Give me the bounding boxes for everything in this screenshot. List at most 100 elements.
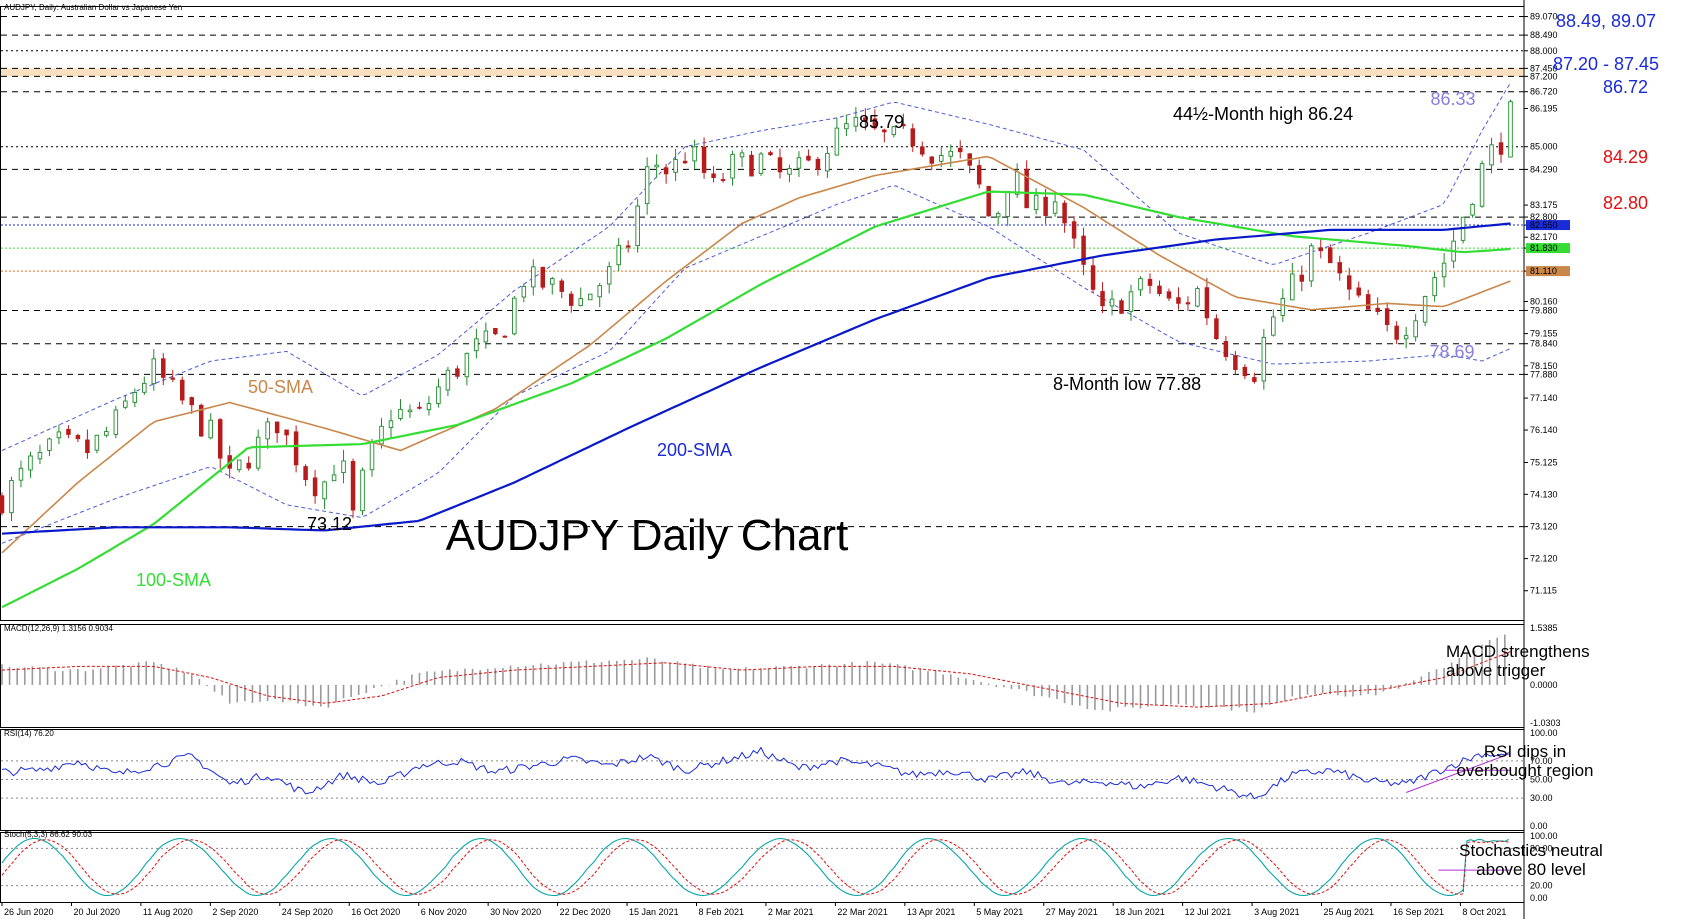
candle-body	[521, 285, 527, 298]
candle	[426, 396, 432, 416]
candle	[274, 421, 280, 443]
candle-body	[569, 293, 574, 306]
candle-body	[749, 154, 754, 177]
candle-body	[1100, 291, 1105, 307]
candle-body	[198, 404, 204, 437]
candle	[1318, 238, 1324, 259]
candle-body	[464, 352, 470, 378]
price-tick-label: 75.125	[1530, 458, 1558, 468]
candle-body	[1043, 196, 1048, 216]
candle	[104, 426, 109, 438]
candle-body	[151, 358, 157, 385]
candle-body	[635, 205, 640, 247]
candle-body	[834, 127, 840, 156]
candle-body	[246, 462, 251, 469]
price-tick-label: 78.150	[1530, 361, 1558, 371]
candle	[796, 151, 802, 177]
candle-body	[806, 155, 811, 161]
candle-body	[863, 117, 868, 122]
candle-body	[1195, 288, 1200, 307]
candle-body	[407, 409, 413, 413]
candle	[1062, 200, 1067, 233]
candle-body	[1062, 202, 1067, 224]
candle	[85, 429, 90, 459]
candle-body	[1214, 318, 1219, 340]
candle-body	[47, 438, 52, 451]
date-tick-label: 30 Nov 2020	[490, 907, 541, 917]
candle	[806, 149, 811, 162]
candle-body	[28, 455, 33, 471]
price-tick-label: 80.160	[1530, 296, 1558, 306]
note-line: MACD strengthens	[1446, 642, 1590, 661]
candle-body	[1261, 337, 1267, 382]
candle-body	[94, 434, 100, 451]
macd-axis-label: -1.0303	[1530, 718, 1561, 728]
candle-body	[1024, 168, 1029, 209]
candle	[1337, 255, 1342, 281]
candle-body	[1346, 275, 1352, 290]
candle-body	[1176, 297, 1181, 304]
candle	[758, 152, 764, 176]
candle	[597, 283, 602, 308]
candle-body	[606, 266, 612, 285]
candle	[1166, 288, 1172, 301]
candle-body	[758, 153, 764, 174]
candle-body	[1204, 287, 1210, 319]
candle	[56, 424, 62, 445]
candle-body	[531, 266, 536, 288]
macd-axis-label: 0.0000	[1530, 680, 1558, 690]
candle	[1043, 188, 1048, 224]
candle	[635, 198, 640, 253]
candle	[1356, 281, 1361, 298]
candle-body	[872, 118, 878, 129]
candle	[142, 376, 147, 395]
price-tick-label: 84.290	[1530, 164, 1558, 174]
candle	[1081, 227, 1086, 276]
candle-body	[293, 431, 299, 466]
date-tick-label: 16 Oct 2020	[351, 907, 400, 917]
note-line: RSI dips in	[1484, 742, 1566, 761]
candle	[663, 163, 669, 184]
date-tick-label: 25 Aug 2021	[1324, 907, 1375, 917]
macd-axis-label: 1.5385	[1530, 623, 1558, 633]
candle	[464, 352, 470, 386]
candle-body	[976, 165, 982, 185]
candlestick-series	[0, 99, 1513, 522]
candle-body	[948, 150, 954, 157]
candle	[445, 366, 451, 397]
candle-body	[113, 409, 119, 435]
candle	[1327, 244, 1333, 264]
candle	[1498, 132, 1504, 163]
candle-body	[502, 335, 508, 338]
candle	[474, 328, 479, 359]
candle-body	[853, 116, 859, 127]
candle-body	[1413, 320, 1418, 338]
candle	[1508, 99, 1513, 158]
peak-annotation: 85.79	[859, 112, 904, 132]
stoch-axis-label: 80.00	[1530, 843, 1553, 853]
note-line: overbought region	[1456, 761, 1593, 780]
candle-body	[445, 369, 451, 391]
candle-body	[18, 467, 24, 481]
sma100-line	[1, 190, 1511, 609]
candle-body	[331, 474, 337, 482]
candle	[512, 296, 517, 336]
candle-body	[1337, 262, 1342, 274]
candle-body	[597, 285, 602, 298]
candle-body	[1280, 298, 1286, 316]
price-tick-label: 87.200	[1530, 71, 1558, 81]
candle	[825, 146, 830, 178]
date-tick-label: 13 Apr 2021	[907, 907, 956, 917]
candle	[521, 283, 527, 303]
candle	[606, 261, 612, 294]
level-label-8720: 87.20 - 87.45	[1553, 54, 1659, 74]
sma200-label: 200-SMA	[657, 440, 732, 460]
candle-body	[217, 419, 223, 459]
candle	[540, 266, 546, 290]
candle-body	[123, 400, 128, 408]
sma50-label: 50-SMA	[248, 377, 313, 397]
price-tick-label: 81.110	[1530, 266, 1557, 276]
rsi-axis-label: 100.00	[1530, 728, 1558, 738]
date-tick-label: 2 Mar 2021	[768, 907, 814, 917]
